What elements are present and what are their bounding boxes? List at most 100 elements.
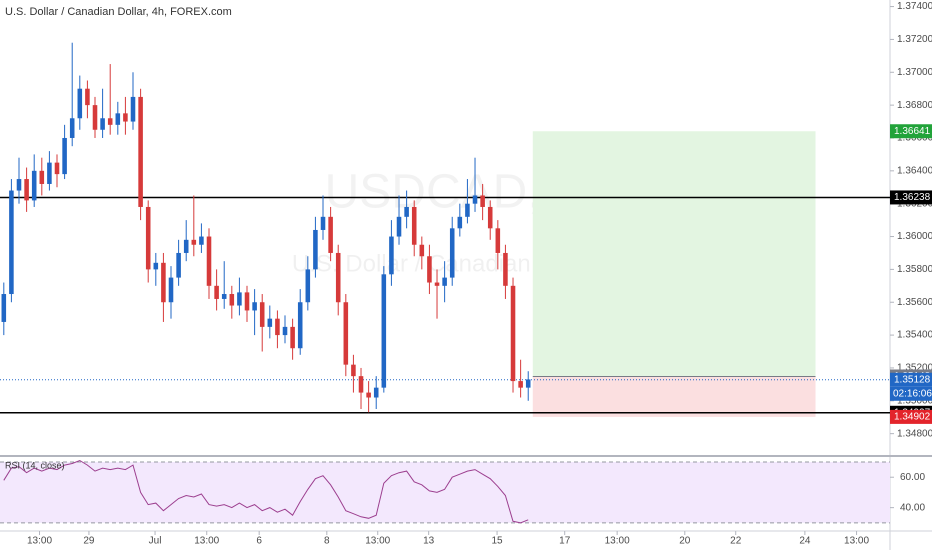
candle-body [290,326,295,349]
candle-body [115,113,121,125]
x-tick-label: 13:00 [605,536,630,547]
x-tick-label: 13:00 [194,536,219,547]
candle-body [191,239,197,245]
candle-body [176,252,181,278]
candle-body [1,294,7,322]
candle-body [92,105,98,130]
candle-body [244,292,250,311]
candle-body [472,195,478,204]
candle-body [145,206,151,270]
candle-body [510,285,516,382]
level-label-box [890,190,932,205]
y-tick-label: 1.35200 [897,363,932,374]
candle-body [487,206,493,229]
candle-body [457,216,463,229]
candle-body [396,216,402,237]
candle-body [259,302,265,327]
rsi-band [0,462,890,523]
candle-body [24,179,29,201]
candle-body [389,236,394,275]
candle-body [495,228,501,253]
candle-body [252,302,257,311]
candle-body [442,277,447,286]
last-price-label: 1.35128 [894,374,931,385]
candle-body [503,252,508,286]
x-tick-label: 15 [491,536,503,547]
stop-label-box [890,409,932,424]
y-tick-label: 1.35600 [897,297,932,308]
x-tick-label: 29 [83,536,95,547]
candle-body [237,292,242,306]
y-tick-label: 1.36000 [897,231,932,242]
rsi-line [3,459,529,524]
x-tick-label: 13:00 [365,536,390,547]
y-tick-label: 1.35400 [897,330,932,341]
rsi-tick-label: 60.00 [900,472,925,483]
x-tick-label: 8 [324,536,330,547]
candle-body [419,244,425,257]
loss-zone [532,376,816,417]
x-tick-label: 17 [559,536,571,547]
candle-body [85,88,90,106]
target-label-box [890,124,932,139]
candle-body [214,285,219,299]
x-tick-label: 13:00 [844,536,869,547]
x-tick-label: 6 [256,536,262,547]
candle-body [427,256,432,283]
candle-body [275,318,280,336]
candle-body [39,170,45,184]
rsi-label: RSI (14, close) [5,460,65,470]
y-tick-label: 1.36800 [897,100,932,111]
candle-body [199,236,204,245]
candle-body [297,302,303,349]
y-tick-label: 1.37000 [897,67,932,78]
countdown-box [890,386,932,401]
candle-body [480,195,485,207]
candle-body [313,229,318,270]
candle-body [328,216,333,253]
candle-body [47,162,52,184]
candle-body [183,239,189,253]
candle-body [62,137,67,175]
y-tick-label: 1.34800 [897,428,932,439]
candle-body [343,302,349,365]
candle-body [161,262,166,303]
countdown: 02:16:06 [893,388,932,399]
profit-zone [532,131,816,377]
candle-body [123,113,128,122]
candle-body [138,96,143,207]
candle-body [54,162,60,175]
candle-body [525,379,531,388]
candle-body [351,364,356,377]
candle-body [320,216,326,230]
y-tick-label: 1.36400 [897,165,932,176]
candle-body [107,118,113,125]
candle-body [358,376,364,393]
candle-body [366,392,371,398]
x-tick-label: Jul [149,536,162,547]
x-tick-label: 13:00 [27,536,52,547]
x-tick-label: 24 [799,536,811,547]
y-tick-label: 1.35000 [897,395,932,406]
candle-body [77,88,83,119]
candle-body [229,294,235,306]
candle-body [16,179,22,191]
candle-body [381,274,387,388]
candle-body [518,381,523,388]
candle-body [267,318,273,327]
last-price-label-box [890,372,932,387]
y-tick-label: 1.35800 [897,264,932,275]
candle-body [130,96,136,122]
x-tick-label: 22 [730,536,742,547]
candle-body [404,206,409,217]
x-tick-label: 13 [423,536,435,547]
candle-body [100,118,105,130]
candle-body [153,262,159,270]
candle-body [465,203,470,217]
candle-body [434,282,440,286]
candle-body [411,206,417,245]
candle-body [9,190,14,295]
y-tick-label: 1.37200 [897,34,932,45]
